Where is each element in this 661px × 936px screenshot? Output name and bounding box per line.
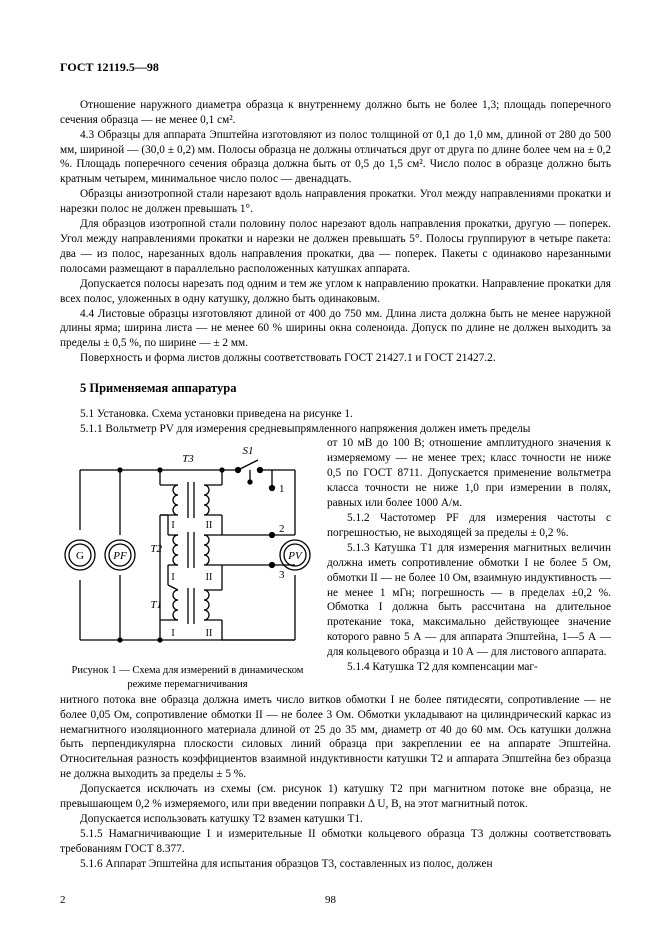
figure-1: T3 S1 G PF PV T1 T2 1 2 3 I II I II I xyxy=(60,440,315,690)
para-5-1: 5.1 Установка. Схема установки приведена… xyxy=(60,407,611,422)
label-s1: S1 xyxy=(243,445,254,457)
label-ii-mid: II xyxy=(206,572,213,583)
para-4-3: 4.3 Образцы для аппарата Эпштейна изгото… xyxy=(60,128,611,188)
para-4-4: 4.4 Листовые образцы изготовляют длиной … xyxy=(60,307,611,352)
label-ii-top: II xyxy=(206,520,213,531)
page: ГОСТ 12119.5—98 Отношение наружного диам… xyxy=(0,0,661,936)
label-t3: T3 xyxy=(182,453,194,465)
para-surface: Поверхность и форма листов должны соотве… xyxy=(60,351,611,366)
figure-1-caption: Рисунок 1 — Схема для измерений в динами… xyxy=(60,664,315,690)
label-i-bot: I xyxy=(171,628,174,639)
para-t2-instead: Допускается использовать катушку T2 взам… xyxy=(60,812,611,827)
label-t1: T1 xyxy=(150,599,162,611)
para-5-1-4-cont: нитного потока вне образца должна иметь … xyxy=(60,693,611,782)
label-node3: 3 xyxy=(279,569,285,581)
para-allow-angle: Допускается полосы нарезать под одним и … xyxy=(60,277,611,307)
figure-and-text-wrap: T3 S1 G PF PV T1 T2 1 2 3 I II I II I xyxy=(60,436,611,692)
label-i-top: I xyxy=(171,520,174,531)
circuit-diagram: T3 S1 G PF PV T1 T2 1 2 3 I II I II I xyxy=(60,440,315,660)
label-g: G xyxy=(76,550,84,562)
para-5-1-6: 5.1.6 Аппарат Эпштейна для испытания обр… xyxy=(60,857,611,872)
label-node1: 1 xyxy=(279,483,285,495)
label-ii-bot: II xyxy=(206,628,213,639)
para-exclude: Допускается исключать из схемы (см. рису… xyxy=(60,782,611,812)
section-5-title: 5 Применяемая аппаратура xyxy=(80,380,611,397)
label-node2: 2 xyxy=(279,523,285,535)
page-number-center: 98 xyxy=(0,893,661,908)
label-i-mid: I xyxy=(171,572,174,583)
label-t2: T2 xyxy=(150,543,162,555)
para-5-1-1a: 5.1.1 Вольтметр PV для измерения среднев… xyxy=(60,422,611,437)
doc-header: ГОСТ 12119.5—98 xyxy=(60,60,611,76)
para-iso: Для образцов изотропной стали половину п… xyxy=(60,217,611,277)
para-aniso: Образцы анизотропной стали нарезают вдол… xyxy=(60,187,611,217)
para-5-1-5: 5.1.5 Намагничивающие I и измерительные … xyxy=(60,827,611,857)
label-pf: PF xyxy=(112,550,127,562)
para-ratio: Отношение наружного диаметра образца к в… xyxy=(60,98,611,128)
label-pv: PV xyxy=(287,550,303,562)
